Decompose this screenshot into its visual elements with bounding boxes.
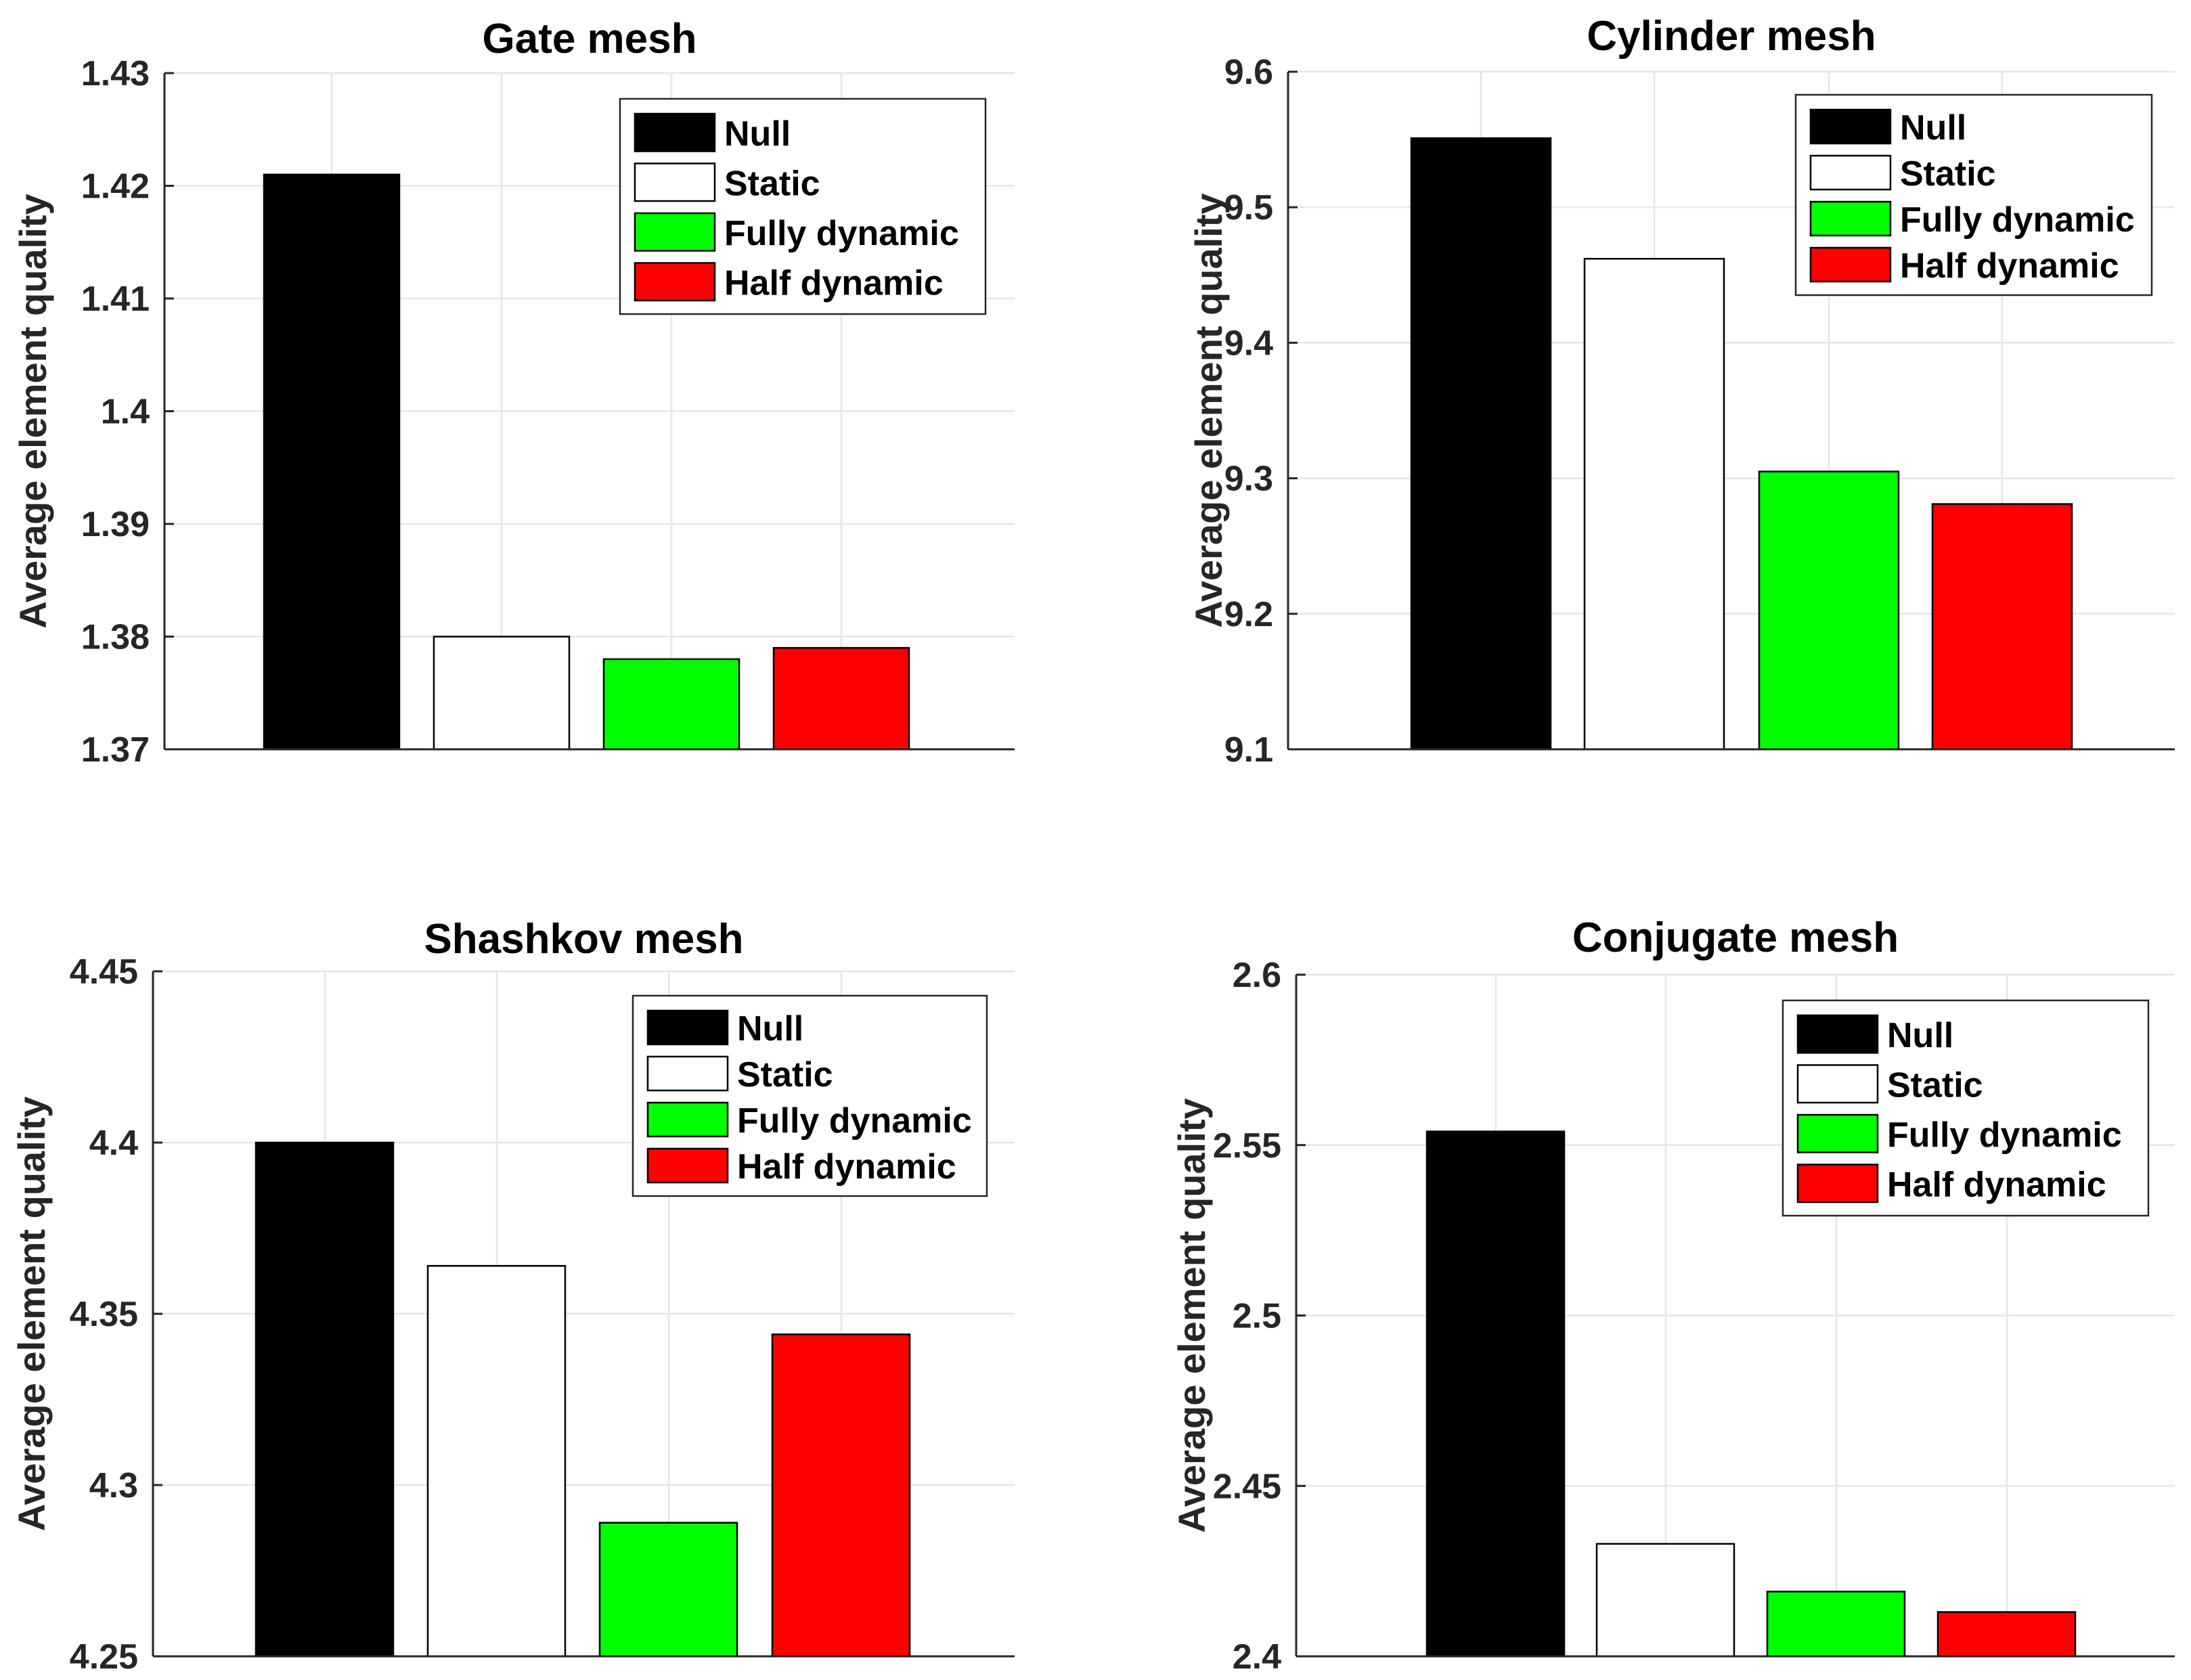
bar-static [1595,1543,1735,1658]
bar-static [426,1264,567,1658]
legend-label: Null [1887,1016,1953,1055]
legend-label: Half dynamic [1900,246,2119,286]
y-axis-label: Average element quality [1170,1098,1213,1532]
legend-swatch-null [1796,1014,1879,1054]
chart-panel-4: 2.4 2.45 2.5 2.55 2.6 Conjugate mesh Average e… [1170,914,2175,1677]
legend-swatch-fully-dynamic [646,1101,729,1138]
legend: Null Static Fully dynamic Half dynamic [1781,999,2150,1217]
y-tick-label: 9.3 [1224,460,1273,499]
legend-swatch-null [634,112,716,152]
legend-swatch-half-dynamic [646,1147,729,1184]
legend-swatch-static [1809,154,1892,191]
legend-swatch-half-dynamic [1796,1164,1879,1203]
y-tick-label: 2.5 [1233,1297,1281,1336]
y-tick-label: 1.43 [81,54,150,93]
legend-label: Null [1900,108,1966,148]
legend-swatch-fully-dynamic [634,212,716,252]
bar-fully-dynamic [1766,1591,1906,1658]
legend-label: Half dynamic [1887,1165,2106,1204]
bar-static [433,636,571,751]
legend-label: Fully dynamic [724,214,959,253]
chart-title: Conjugate mesh [1572,914,1899,961]
chart-panel-3: 4.25 4.3 4.35 4.4 4.45 Shashkov mesh Average e… [10,916,1015,1677]
legend-swatch-null [1809,108,1892,145]
legend-label: Static [737,1055,833,1095]
legend-label: Fully dynamic [737,1101,972,1141]
legend: Null Static Fully dynamic Half dynamic [1794,93,2153,296]
legend-label: Static [724,164,820,203]
chart-title: Shashkov mesh [424,916,743,963]
y-tick-label: 9.4 [1224,324,1273,363]
y-tick-label: 4.35 [70,1295,138,1334]
y-tick-label: 4.4 [89,1124,138,1163]
legend-swatch-fully-dynamic [1796,1113,1879,1153]
legend-swatch-null [646,1009,729,1046]
y-tick-label: 1.42 [81,167,150,206]
y-tick-label: 9.6 [1224,53,1273,92]
y-tick-label: 2.55 [1213,1126,1281,1166]
bar-fully-dynamic [598,1522,738,1658]
bar-null [1410,137,1552,751]
bar-half-dynamic [771,1333,911,1658]
y-tick-label: 1.41 [81,280,150,319]
y-tick-label: 9.5 [1224,188,1273,227]
bar-half-dynamic [772,646,910,751]
legend-label: Fully dynamic [1887,1115,2122,1155]
legend-swatch-static [646,1055,729,1092]
y-tick-label: 4.3 [89,1466,138,1505]
y-axis-label: Average element quality [10,1097,53,1531]
legend-swatch-half-dynamic [634,262,716,302]
chart-title: Gate mesh [482,16,696,62]
y-tick-label: 2.4 [1233,1637,1281,1677]
y-tick-label: 9.1 [1224,730,1273,770]
bar-null [1425,1130,1566,1658]
legend-swatch-fully-dynamic [1809,200,1892,237]
bar-half-dynamic [1937,1611,2077,1658]
bar-fully-dynamic [1758,470,1900,751]
legend-label: Static [1887,1065,1983,1105]
y-tick-label: 4.25 [70,1637,138,1677]
chart-title: Cylinder mesh [1587,13,1876,60]
bar-null [263,173,401,751]
legend: Null Static Fully dynamic Half dynamic [619,97,987,315]
y-axis-label: Average element quality [1187,193,1230,627]
y-axis-label: Average element quality [12,194,54,628]
y-tick-label: 1.4 [101,393,150,432]
legend-label: Fully dynamic [1900,200,2135,240]
y-tick-label: 4.45 [70,952,138,992]
legend-label: Static [1900,154,1996,194]
chart-panel-2: 9.1 9.2 9.3 9.4 9.5 9.6 Cylinder mesh Average e… [1187,13,2175,770]
legend-swatch-half-dynamic [1809,246,1892,283]
bar-static [1583,258,1725,751]
legend-label: Half dynamic [737,1147,956,1187]
y-tick-label: 1.38 [81,618,150,657]
y-tick-label: 1.37 [81,730,150,770]
legend-swatch-static [634,162,716,202]
legend-swatch-static [1796,1064,1879,1104]
y-tick-label: 1.39 [81,505,150,544]
legend: Null Static Fully dynamic Half dynamic [632,994,988,1197]
bar-null [254,1141,395,1658]
y-tick-label: 9.2 [1224,595,1273,634]
legend-label: Half dynamic [724,263,944,303]
legend-label: Null [737,1009,803,1048]
y-tick-label: 2.6 [1233,956,1281,995]
chart-panel-1: 1.37 1.38 1.39 1.4 1.41 1.42 1.43 Gate mesh Aver… [12,16,1015,770]
bar-half-dynamic [1931,503,2073,751]
legend-label: Null [724,114,791,154]
y-tick-label: 2.45 [1213,1467,1281,1506]
bar-fully-dynamic [602,658,740,751]
